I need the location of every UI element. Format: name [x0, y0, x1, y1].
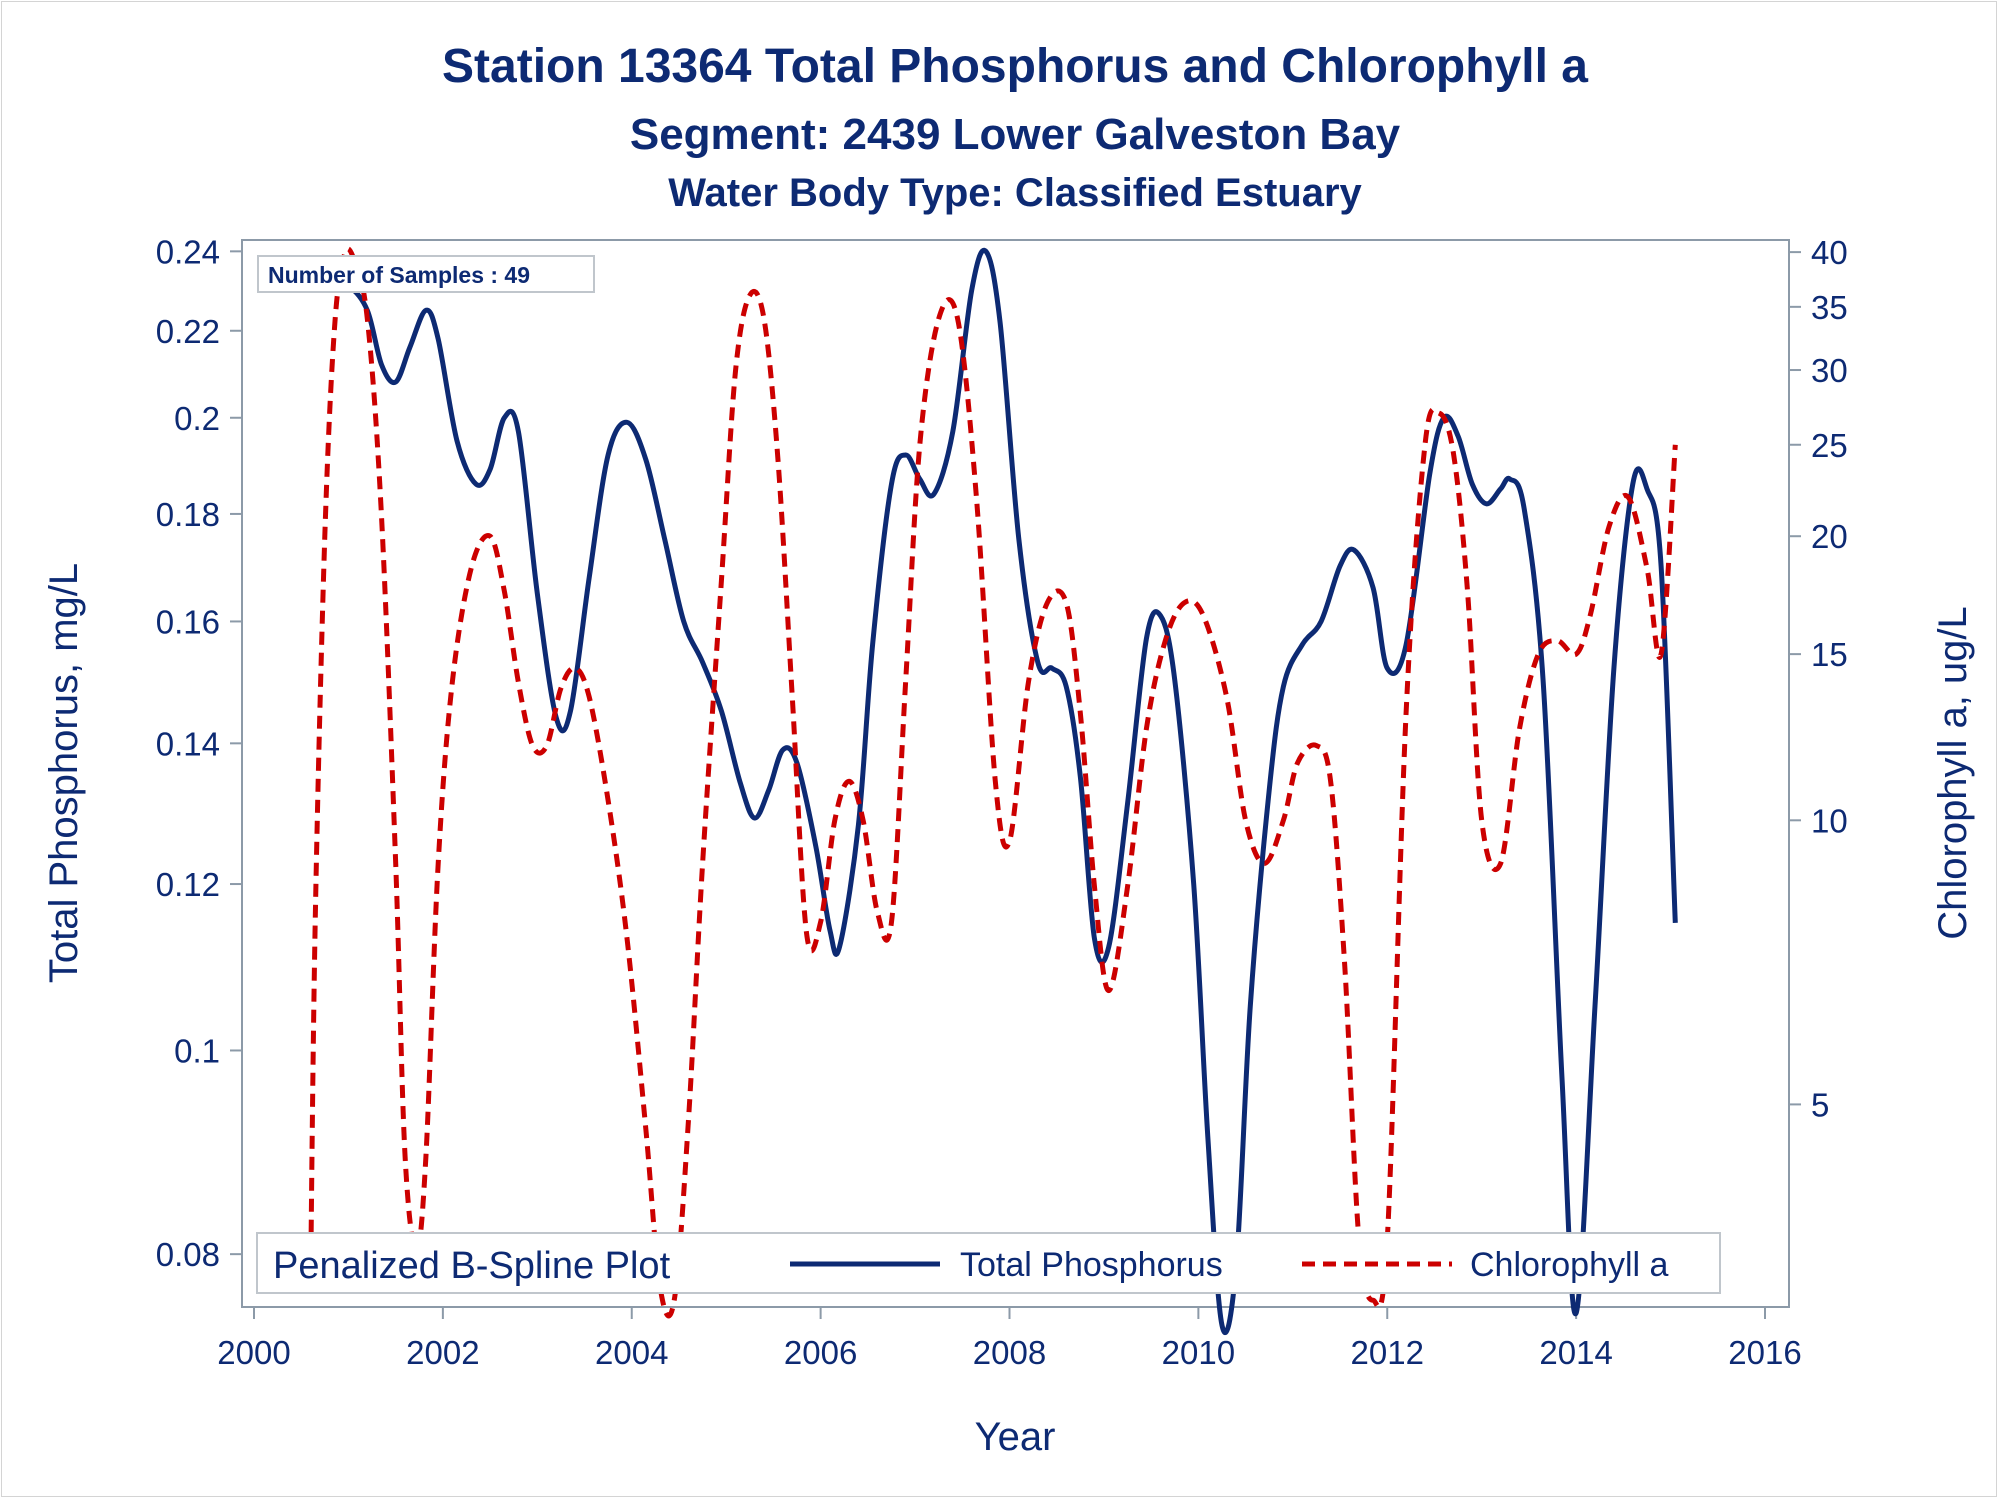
y-right-tick-label: 5 — [1811, 1086, 1829, 1123]
x-axis-label: Year — [975, 1415, 1056, 1459]
x-tick-label: 2012 — [1351, 1334, 1424, 1371]
x-tick-label: 2004 — [595, 1334, 668, 1371]
legend-title: Penalized B-Spline Plot — [273, 1245, 671, 1287]
x-tick-label: 2000 — [217, 1334, 290, 1371]
x-tick-label: 2006 — [784, 1334, 857, 1371]
y-right-tick-label: 40 — [1811, 234, 1848, 271]
y-right-axis: 5 10 15 20 25 30 35 40 — [1789, 234, 1848, 1123]
y-right-axis-label: Chlorophyll a, ug/L — [1931, 606, 1975, 940]
y-left-tick-label: 0.22 — [156, 313, 220, 350]
y-right-tick-label: 10 — [1811, 802, 1848, 839]
chart-subtitle: Segment: 2439 Lower Galveston Bay — [630, 110, 1401, 159]
legend-entry-total-phosphorus: Total Phosphorus — [960, 1246, 1223, 1284]
x-tick-label: 2002 — [406, 1334, 479, 1371]
y-left-tick-label: 0.18 — [156, 496, 220, 533]
series-line-total-phosphorus — [309, 247, 1678, 1335]
y-right-tick-label: 25 — [1811, 427, 1848, 464]
plot-area — [241, 239, 1790, 1308]
chart-title: Station 13364 Total Phosphorus and Chlor… — [442, 40, 1588, 93]
x-tick-label: 2010 — [1162, 1334, 1235, 1371]
y-left-axis-label: Total Phosphorus, mg/L — [42, 563, 86, 983]
y-left-tick-label: 0.2 — [174, 400, 220, 437]
y-right-tick-label: 30 — [1811, 352, 1848, 389]
y-left-tick-label: 0.12 — [156, 866, 220, 903]
y-left-tick-label: 0.24 — [156, 233, 220, 270]
y-left-tick-label: 0.16 — [156, 603, 220, 640]
y-right-tick-label: 35 — [1811, 289, 1848, 326]
x-axis: 2000 2002 2004 2006 2008 2010 2012 2014 2016 — [217, 1307, 1802, 1371]
y-left-tick-label: 0.1 — [174, 1032, 220, 1069]
y-right-tick-label: 20 — [1811, 518, 1848, 555]
y-left-tick-label: 0.08 — [156, 1236, 220, 1273]
legend-entry-chlorophyll-a: Chlorophyll a — [1470, 1246, 1669, 1284]
y-left-axis: 0.08 0.1 0.12 0.14 0.16 0.18 0.2 0.22 0.24 — [156, 233, 242, 1273]
series-layer — [308, 246, 1678, 1335]
series-line-chlorophyll-a — [308, 246, 1678, 1319]
x-tick-label: 2008 — [973, 1334, 1046, 1371]
chart-subtitle2: Water Body Type: Classified Estuary — [668, 171, 1362, 215]
y-right-tick-label: 15 — [1811, 636, 1848, 673]
x-tick-label: 2016 — [1728, 1334, 1801, 1371]
y-left-tick-label: 0.14 — [156, 725, 220, 762]
x-tick-label: 2014 — [1539, 1334, 1612, 1371]
sample-count-label: Number of Samples : 49 — [268, 262, 530, 288]
legend-box — [256, 1232, 1721, 1294]
sample-count-box — [257, 255, 595, 293]
